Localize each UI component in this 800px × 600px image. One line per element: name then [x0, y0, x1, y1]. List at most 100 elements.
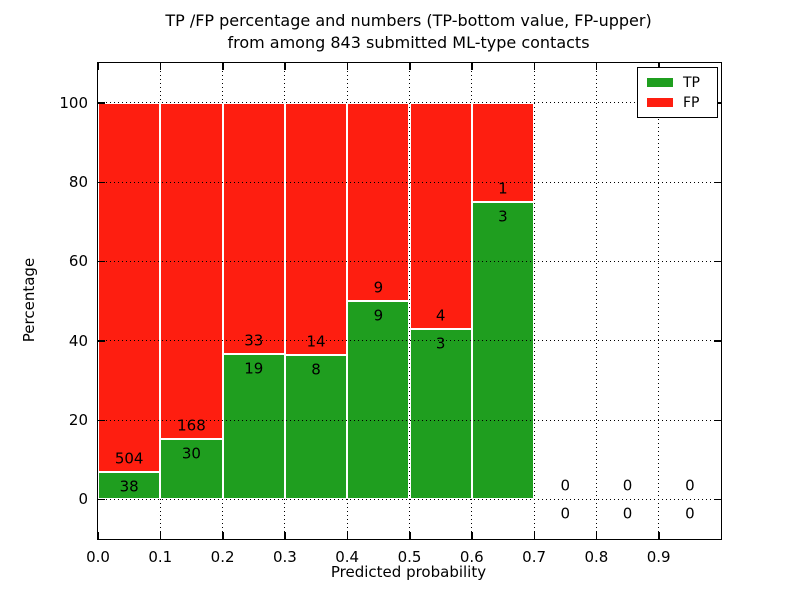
- x-tick-mark: [222, 532, 224, 539]
- x-tick-mark: [409, 532, 411, 539]
- bar-count-fp: 168: [177, 416, 206, 435]
- x-tick-mark: [97, 532, 99, 539]
- horizontal-gridline: [98, 102, 721, 104]
- plot-area: 504 38 168 30 33 19 14 8 9 9 4 3 1 3 0 0 0 0 0 0 0.0 0.1 0.2 0…: [59, 62, 722, 566]
- x-tick-mark: [658, 532, 660, 539]
- bar-count-fp: 504: [114, 449, 144, 468]
- bar-segment-fp: [409, 102, 472, 330]
- y-tick-mark-right: [714, 498, 721, 501]
- y-tick-label: 0: [78, 490, 88, 509]
- legend-swatch-fp-icon: [647, 98, 673, 107]
- x-tick-label: 0.0: [86, 548, 110, 566]
- y-tick-label: 60: [68, 252, 88, 271]
- x-tick-label: 0.5: [397, 548, 422, 566]
- legend-label-tp: TP: [683, 74, 700, 91]
- y-tick-label: 20: [68, 411, 88, 429]
- bar-count-tp: 0: [622, 504, 633, 523]
- bar-count-tp: 3: [498, 207, 508, 226]
- bar-count-fp: 4: [435, 306, 446, 325]
- bar-count-tp: 3: [435, 334, 446, 353]
- bar-count-fp: 9: [373, 278, 384, 297]
- x-tick-mark: [471, 532, 473, 539]
- bar-count-fp: 0: [685, 476, 695, 495]
- legend: TP FP: [637, 67, 718, 118]
- x-tick-mark-top: [346, 63, 349, 70]
- bar-count-tp: 9: [373, 306, 384, 325]
- legend-label-fp: FP: [683, 94, 700, 111]
- legend-row-tp: TP: [647, 74, 709, 91]
- x-axis-label: Predicted probability: [330, 563, 487, 581]
- y-axis-label: Percentage: [20, 257, 38, 343]
- bar-segment-fp: [160, 102, 223, 440]
- horizontal-gridline: [98, 260, 721, 262]
- legend-row-fp: FP: [647, 94, 709, 111]
- bar-segment-tp: [160, 439, 223, 500]
- bar-segment-tp: [284, 355, 348, 500]
- bar-segment-tp: [471, 201, 535, 500]
- x-tick-label: 0.3: [272, 548, 297, 566]
- horizontal-gridlines: [98, 63, 721, 539]
- bar-segment-tp: [222, 354, 285, 500]
- axis-tick-labels-layer: 0.0 0.1 0.2 0.3 0.4 0.5 0.6 0.7 0.8 0.9 0 20 40 60 80 1…: [59, 63, 721, 566]
- bar-count-tp: 0: [560, 504, 571, 523]
- horizontal-gridline: [98, 498, 721, 500]
- x-tick-mark: [533, 532, 536, 539]
- bar-segment-fp: [284, 102, 348, 356]
- bar-segment-fp: [347, 102, 410, 301]
- y-tick-mark: [98, 260, 105, 263]
- y-tick-mark-right: [714, 340, 721, 342]
- y-tick-mark: [98, 181, 105, 183]
- bar-segment-fp: [222, 102, 285, 355]
- horizontal-gridline: [98, 181, 721, 183]
- y-tick-mark: [98, 340, 105, 342]
- bar-labels-layer: 504 38 168 30 33 19 14 8 9 9 4 3 1 3 0 0 0 0 0 0: [98, 63, 721, 539]
- x-tick-label: 0.1: [148, 548, 173, 566]
- bar-count-tp: 38: [119, 477, 139, 496]
- y-tick-label: 100: [59, 93, 88, 112]
- chart-title-line1: TP /FP percentage and numbers (TP-bottom…: [165, 11, 652, 30]
- x-tick-label: 0.8: [584, 548, 609, 566]
- bar-segment-tp: [347, 301, 410, 500]
- vertical-gridline: [533, 63, 535, 539]
- x-tick-mark-top: [222, 63, 224, 70]
- x-tick-label: 0.2: [210, 548, 235, 566]
- bar-count-fp: 14: [306, 332, 326, 351]
- horizontal-gridline: [98, 419, 721, 421]
- y-tick-label: 80: [68, 173, 88, 191]
- y-tick-mark-right: [714, 419, 721, 421]
- y-tick-mark: [98, 419, 105, 421]
- bar-count-tp: 0: [685, 504, 695, 523]
- y-tick-mark: [98, 102, 105, 104]
- x-tick-mark-top: [471, 63, 473, 70]
- chart-title-line2: from among 843 submitted ML-type contact…: [227, 33, 590, 52]
- x-tick-mark: [595, 532, 598, 539]
- x-tick-mark-top: [533, 63, 536, 70]
- bar-count-tp: 8: [311, 360, 321, 379]
- bar-segment-tp: [409, 329, 472, 500]
- x-tick-mark-top: [97, 63, 99, 70]
- bar-segment-tp: [98, 471, 161, 500]
- chart-title: TP /FP percentage and numbers (TP-bottom…: [97, 10, 720, 54]
- x-tick-label: 0.7: [522, 548, 547, 566]
- x-tick-mark-top: [284, 63, 286, 70]
- legend-swatch-tp-icon: [647, 78, 673, 87]
- y-tick-label: 40: [68, 331, 88, 350]
- x-tick-mark-top: [409, 63, 411, 70]
- x-tick-label: 0.4: [335, 548, 360, 566]
- x-tick-mark: [346, 532, 349, 539]
- bar-count-fp: 0: [560, 476, 571, 495]
- bar-segment-fp: [98, 102, 161, 472]
- bar-count-tp: 30: [181, 444, 201, 463]
- y-tick-mark-right: [714, 260, 721, 263]
- x-tick-mark-top: [595, 63, 598, 70]
- x-tick-mark: [159, 532, 162, 539]
- horizontal-gridline: [98, 340, 721, 342]
- bar-count-fp: 0: [622, 476, 633, 495]
- x-tick-mark-top: [658, 63, 660, 70]
- y-tick-mark-right: [714, 181, 721, 183]
- x-tick-label: 0.6: [459, 548, 484, 566]
- vertical-gridline: [658, 63, 660, 539]
- bar-count-fp: 33: [244, 331, 264, 350]
- x-tick-mark-top: [159, 63, 162, 70]
